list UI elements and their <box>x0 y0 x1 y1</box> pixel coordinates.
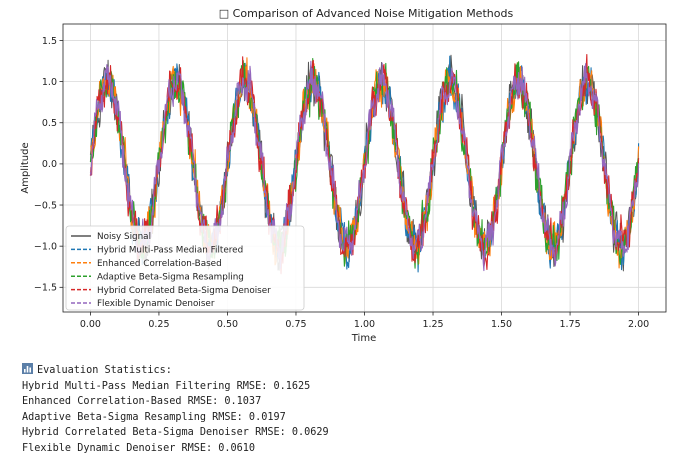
legend-label: Flexible Dynamic Denoiser <box>97 299 215 309</box>
stats-line-flexible: Flexible Dynamic Denoiser RMSE: 0.0610 <box>22 442 256 454</box>
evaluation-statistics: Evaluation Statistics: Hybrid Multi-Pass… <box>22 363 329 457</box>
y-tick-label: −1.0 <box>34 241 57 252</box>
y-tick-label: 1.5 <box>42 36 57 47</box>
legend-label: Hybrid Multi-Pass Median Filtered <box>97 246 243 256</box>
stats-header: Evaluation Statistics: <box>37 365 172 376</box>
y-tick-label: 0.5 <box>42 118 57 129</box>
y-tick-label: −1.5 <box>34 283 57 294</box>
legend-box <box>65 225 305 311</box>
legend-label: Enhanced Correlation-Based <box>97 259 222 269</box>
axis-ticks: 0.00 0.25 0.50 0.75 1.00 1.25 1.50 1.75 2.00 1.5 1… <box>34 36 649 330</box>
legend: Noisy Signal Hybrid Multi-Pass Median Fil… <box>65 225 305 311</box>
chart-title: □ Comparison of Advanced Noise Mitigatio… <box>219 7 514 20</box>
stats-line-correlated-beta-sigma: Hybrid Correlated Beta-Sigma Denoiser RM… <box>22 427 329 439</box>
x-tick-label: 0.25 <box>148 319 169 330</box>
stats-line-hybrid-median: Hybrid Multi-Pass Median Filtering RMSE:… <box>22 380 311 392</box>
stats-header-line: Evaluation Statistics: <box>22 363 172 376</box>
x-tick-label: 0.75 <box>285 319 306 330</box>
stats-line-beta-sigma: Adaptive Beta-Sigma Resampling RMSE: 0.0… <box>22 411 286 423</box>
stats-line-correlation: Enhanced Correlation-Based RMSE: 0.1037 <box>22 396 262 408</box>
y-axis-label: Amplitude <box>20 142 31 193</box>
x-tick-label: 1.25 <box>422 319 443 330</box>
x-tick-label: 0.50 <box>217 319 238 330</box>
x-tick-label: 0.00 <box>80 319 101 330</box>
legend-label: Noisy Signal <box>97 232 151 242</box>
y-tick-label: 1.0 <box>42 77 57 88</box>
chart: □ Comparison of Advanced Noise Mitigatio… <box>20 7 667 344</box>
x-tick-label: 1.75 <box>559 319 580 330</box>
series-line-5 <box>89 60 640 272</box>
x-tick-label: 2.00 <box>628 319 649 330</box>
legend-label: Hybrid Correlated Beta-Sigma Denoiser <box>97 286 271 296</box>
x-tick-label: 1.50 <box>491 319 512 330</box>
y-tick-label: 0.0 <box>42 159 57 170</box>
bar-chart-icon <box>22 363 33 374</box>
y-tick-label: −0.5 <box>34 200 57 211</box>
legend-label: Adaptive Beta-Sigma Resampling <box>97 272 244 282</box>
x-tick-label: 1.00 <box>354 319 375 330</box>
series-lines <box>89 54 640 275</box>
x-axis-label: Time <box>351 333 376 344</box>
